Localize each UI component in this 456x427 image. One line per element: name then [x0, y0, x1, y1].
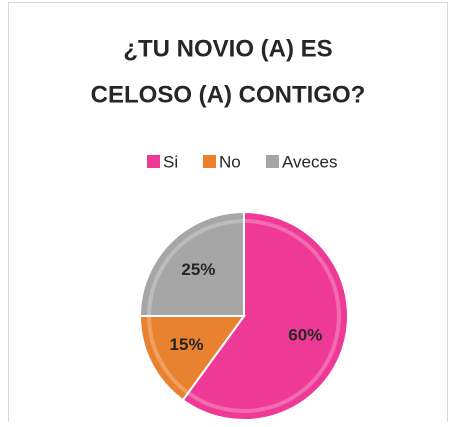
- data-label: 25%: [181, 260, 215, 279]
- pie-slice: [181, 210, 349, 421]
- slice-bevel: [147, 219, 245, 317]
- pie-slice: [138, 315, 246, 402]
- legend-swatch: [147, 155, 160, 168]
- legend-label: Aveces: [282, 152, 337, 171]
- legend-label: Si: [163, 152, 178, 171]
- data-label: 60%: [288, 325, 322, 344]
- pie-slice: [138, 210, 245, 317]
- slice-bevel: [147, 315, 190, 395]
- legend-label: No: [219, 152, 241, 171]
- data-label: 15%: [170, 335, 204, 354]
- slice-bevel: [186, 219, 341, 413]
- chart-title: CELOSO (A) CONTIGO?: [91, 81, 366, 108]
- legend-swatch: [266, 155, 279, 168]
- legend-swatch: [203, 155, 216, 168]
- chart-title: ¿TU NOVIO (A) ES: [123, 35, 332, 62]
